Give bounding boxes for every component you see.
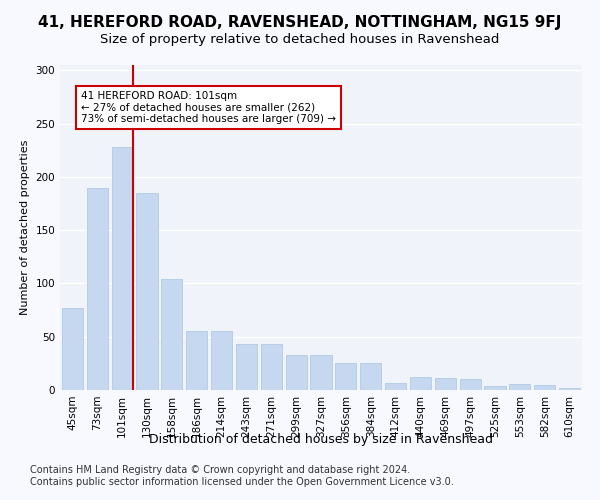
Bar — [460, 380, 481, 390]
Bar — [534, 384, 555, 390]
Text: Contains HM Land Registry data © Crown copyright and database right 2024.
Contai: Contains HM Land Registry data © Crown c… — [30, 465, 454, 486]
Text: 41, HEREFORD ROAD, RAVENSHEAD, NOTTINGHAM, NG15 9FJ: 41, HEREFORD ROAD, RAVENSHEAD, NOTTINGHA… — [38, 15, 562, 30]
Bar — [559, 388, 580, 390]
Bar — [62, 308, 83, 390]
Bar — [435, 378, 456, 390]
Bar — [161, 279, 182, 390]
Bar — [186, 332, 207, 390]
Text: 41 HEREFORD ROAD: 101sqm
← 27% of detached houses are smaller (262)
73% of semi-: 41 HEREFORD ROAD: 101sqm ← 27% of detach… — [81, 91, 336, 124]
Bar — [211, 332, 232, 390]
Bar — [509, 384, 530, 390]
Bar — [261, 344, 282, 390]
Bar — [87, 188, 108, 390]
Text: Size of property relative to detached houses in Ravenshead: Size of property relative to detached ho… — [100, 32, 500, 46]
Bar — [136, 193, 158, 390]
Bar — [410, 377, 431, 390]
Text: Distribution of detached houses by size in Ravenshead: Distribution of detached houses by size … — [149, 432, 493, 446]
Bar — [385, 382, 406, 390]
Bar — [335, 364, 356, 390]
Bar — [236, 344, 257, 390]
Bar — [360, 364, 381, 390]
Bar — [286, 355, 307, 390]
Bar — [310, 355, 332, 390]
Bar — [484, 386, 506, 390]
Y-axis label: Number of detached properties: Number of detached properties — [20, 140, 30, 315]
Bar — [112, 147, 133, 390]
